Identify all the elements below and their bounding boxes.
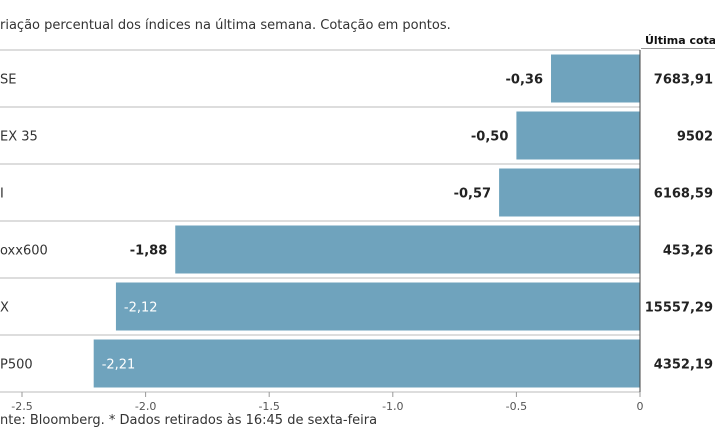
category-label: X	[0, 301, 9, 316]
category-label: EX 35	[0, 130, 38, 145]
bar	[175, 225, 640, 274]
source-note: nte: Bloomberg. * Dados retirados às 16:…	[0, 413, 378, 428]
header-divider	[641, 48, 715, 49]
last-quote: 15557,29	[645, 301, 713, 316]
category-label: oxx600	[0, 244, 48, 259]
bar	[551, 54, 640, 103]
x-tick-label: -2,0	[135, 400, 156, 410]
value-label: -0,36	[506, 73, 543, 88]
last-quote: 9502	[677, 130, 713, 145]
category-label: P500	[0, 358, 33, 373]
value-label: -0,57	[454, 187, 491, 202]
bar	[93, 339, 641, 388]
x-tick-label: 0	[637, 400, 644, 410]
last-quote-header: Última cotaç	[645, 34, 715, 47]
bar	[499, 168, 640, 217]
bar	[516, 111, 640, 160]
value-label: -2,21	[102, 358, 136, 373]
value-label: -0,50	[471, 130, 508, 145]
last-quote: 453,26	[663, 244, 713, 259]
x-tick-label: -1,5	[258, 400, 279, 410]
x-tick-label: -1,0	[382, 400, 403, 410]
x-tick-label: -0,5	[506, 400, 527, 410]
category-label: SE	[0, 73, 16, 88]
last-quote: 7683,91	[654, 73, 713, 88]
value-label: -1,88	[130, 244, 167, 259]
x-tick-label: -2,5	[11, 400, 32, 410]
bar	[115, 282, 641, 331]
chart-subtitle: riação percentual dos índices na última …	[0, 18, 451, 33]
last-quote: 6168,59	[654, 187, 713, 202]
last-quote: 4352,19	[654, 358, 713, 373]
value-label: -2,12	[124, 301, 158, 316]
category-label: I	[0, 187, 4, 202]
